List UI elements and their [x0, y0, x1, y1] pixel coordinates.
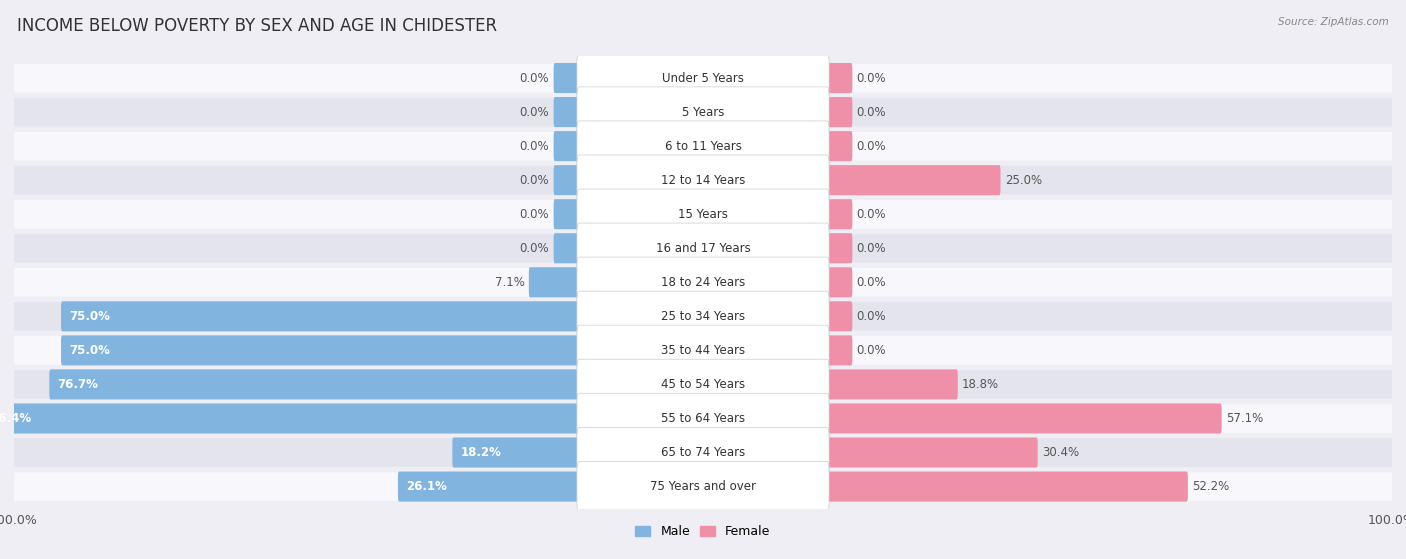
FancyBboxPatch shape	[576, 257, 830, 307]
FancyBboxPatch shape	[453, 438, 581, 467]
FancyBboxPatch shape	[14, 370, 1392, 399]
Text: 0.0%: 0.0%	[520, 208, 550, 221]
Text: 18.2%: 18.2%	[461, 446, 502, 459]
FancyBboxPatch shape	[576, 87, 830, 138]
FancyBboxPatch shape	[60, 301, 581, 331]
Text: 15 Years: 15 Years	[678, 208, 728, 221]
Text: 0.0%: 0.0%	[520, 241, 550, 255]
Text: 57.1%: 57.1%	[1226, 412, 1263, 425]
Text: 26.1%: 26.1%	[406, 480, 447, 493]
FancyBboxPatch shape	[14, 234, 1392, 263]
FancyBboxPatch shape	[825, 335, 852, 366]
FancyBboxPatch shape	[576, 359, 830, 410]
FancyBboxPatch shape	[49, 369, 581, 400]
Text: 30.4%: 30.4%	[1042, 446, 1078, 459]
FancyBboxPatch shape	[576, 223, 830, 273]
FancyBboxPatch shape	[576, 189, 830, 239]
Text: 0.0%: 0.0%	[856, 276, 886, 289]
FancyBboxPatch shape	[554, 63, 581, 93]
Text: 0.0%: 0.0%	[520, 72, 550, 84]
Text: 18 to 24 Years: 18 to 24 Years	[661, 276, 745, 289]
Text: 0.0%: 0.0%	[856, 344, 886, 357]
FancyBboxPatch shape	[14, 132, 1392, 160]
FancyBboxPatch shape	[576, 461, 830, 511]
FancyBboxPatch shape	[576, 53, 830, 103]
FancyBboxPatch shape	[14, 200, 1392, 229]
Text: 35 to 44 Years: 35 to 44 Years	[661, 344, 745, 357]
FancyBboxPatch shape	[14, 404, 1392, 433]
FancyBboxPatch shape	[14, 166, 1392, 195]
Text: 0.0%: 0.0%	[856, 241, 886, 255]
Text: 7.1%: 7.1%	[495, 276, 524, 289]
Text: 0.0%: 0.0%	[520, 174, 550, 187]
Text: 75.0%: 75.0%	[69, 310, 110, 323]
Text: Source: ZipAtlas.com: Source: ZipAtlas.com	[1278, 17, 1389, 27]
FancyBboxPatch shape	[14, 268, 1392, 297]
FancyBboxPatch shape	[554, 233, 581, 263]
Text: 86.4%: 86.4%	[0, 412, 32, 425]
FancyBboxPatch shape	[825, 131, 852, 161]
Text: 0.0%: 0.0%	[520, 106, 550, 119]
FancyBboxPatch shape	[554, 165, 581, 195]
Text: 55 to 64 Years: 55 to 64 Years	[661, 412, 745, 425]
Text: 0.0%: 0.0%	[856, 72, 886, 84]
Text: 6 to 11 Years: 6 to 11 Years	[665, 140, 741, 153]
FancyBboxPatch shape	[14, 98, 1392, 126]
Text: 0.0%: 0.0%	[856, 140, 886, 153]
Text: 0.0%: 0.0%	[856, 106, 886, 119]
FancyBboxPatch shape	[576, 155, 830, 205]
FancyBboxPatch shape	[825, 301, 852, 331]
Text: Under 5 Years: Under 5 Years	[662, 72, 744, 84]
Text: 5 Years: 5 Years	[682, 106, 724, 119]
FancyBboxPatch shape	[529, 267, 581, 297]
Text: 25 to 34 Years: 25 to 34 Years	[661, 310, 745, 323]
FancyBboxPatch shape	[825, 97, 852, 127]
Text: 75.0%: 75.0%	[69, 344, 110, 357]
Text: 75 Years and over: 75 Years and over	[650, 480, 756, 493]
Text: 18.8%: 18.8%	[962, 378, 1000, 391]
FancyBboxPatch shape	[576, 325, 830, 376]
Text: 16 and 17 Years: 16 and 17 Years	[655, 241, 751, 255]
FancyBboxPatch shape	[14, 64, 1392, 92]
FancyBboxPatch shape	[14, 438, 1392, 467]
FancyBboxPatch shape	[825, 369, 957, 400]
Text: INCOME BELOW POVERTY BY SEX AND AGE IN CHIDESTER: INCOME BELOW POVERTY BY SEX AND AGE IN C…	[17, 17, 496, 35]
Text: 25.0%: 25.0%	[1005, 174, 1042, 187]
Text: 0.0%: 0.0%	[520, 140, 550, 153]
Text: 65 to 74 Years: 65 to 74 Years	[661, 446, 745, 459]
FancyBboxPatch shape	[398, 471, 581, 501]
Text: 12 to 14 Years: 12 to 14 Years	[661, 174, 745, 187]
Legend: Male, Female: Male, Female	[630, 520, 776, 543]
FancyBboxPatch shape	[554, 199, 581, 229]
FancyBboxPatch shape	[576, 394, 830, 444]
FancyBboxPatch shape	[14, 302, 1392, 330]
Text: 0.0%: 0.0%	[856, 208, 886, 221]
FancyBboxPatch shape	[825, 471, 1188, 501]
FancyBboxPatch shape	[14, 472, 1392, 501]
FancyBboxPatch shape	[0, 404, 581, 434]
FancyBboxPatch shape	[14, 336, 1392, 364]
FancyBboxPatch shape	[825, 199, 852, 229]
FancyBboxPatch shape	[554, 97, 581, 127]
Text: 76.7%: 76.7%	[58, 378, 98, 391]
Text: 45 to 54 Years: 45 to 54 Years	[661, 378, 745, 391]
FancyBboxPatch shape	[576, 121, 830, 171]
Text: 52.2%: 52.2%	[1192, 480, 1229, 493]
FancyBboxPatch shape	[825, 63, 852, 93]
FancyBboxPatch shape	[60, 335, 581, 366]
FancyBboxPatch shape	[576, 291, 830, 342]
FancyBboxPatch shape	[825, 165, 1001, 195]
FancyBboxPatch shape	[825, 404, 1222, 434]
FancyBboxPatch shape	[825, 233, 852, 263]
FancyBboxPatch shape	[576, 427, 830, 478]
FancyBboxPatch shape	[554, 131, 581, 161]
FancyBboxPatch shape	[825, 267, 852, 297]
Text: 0.0%: 0.0%	[856, 310, 886, 323]
FancyBboxPatch shape	[825, 438, 1038, 467]
